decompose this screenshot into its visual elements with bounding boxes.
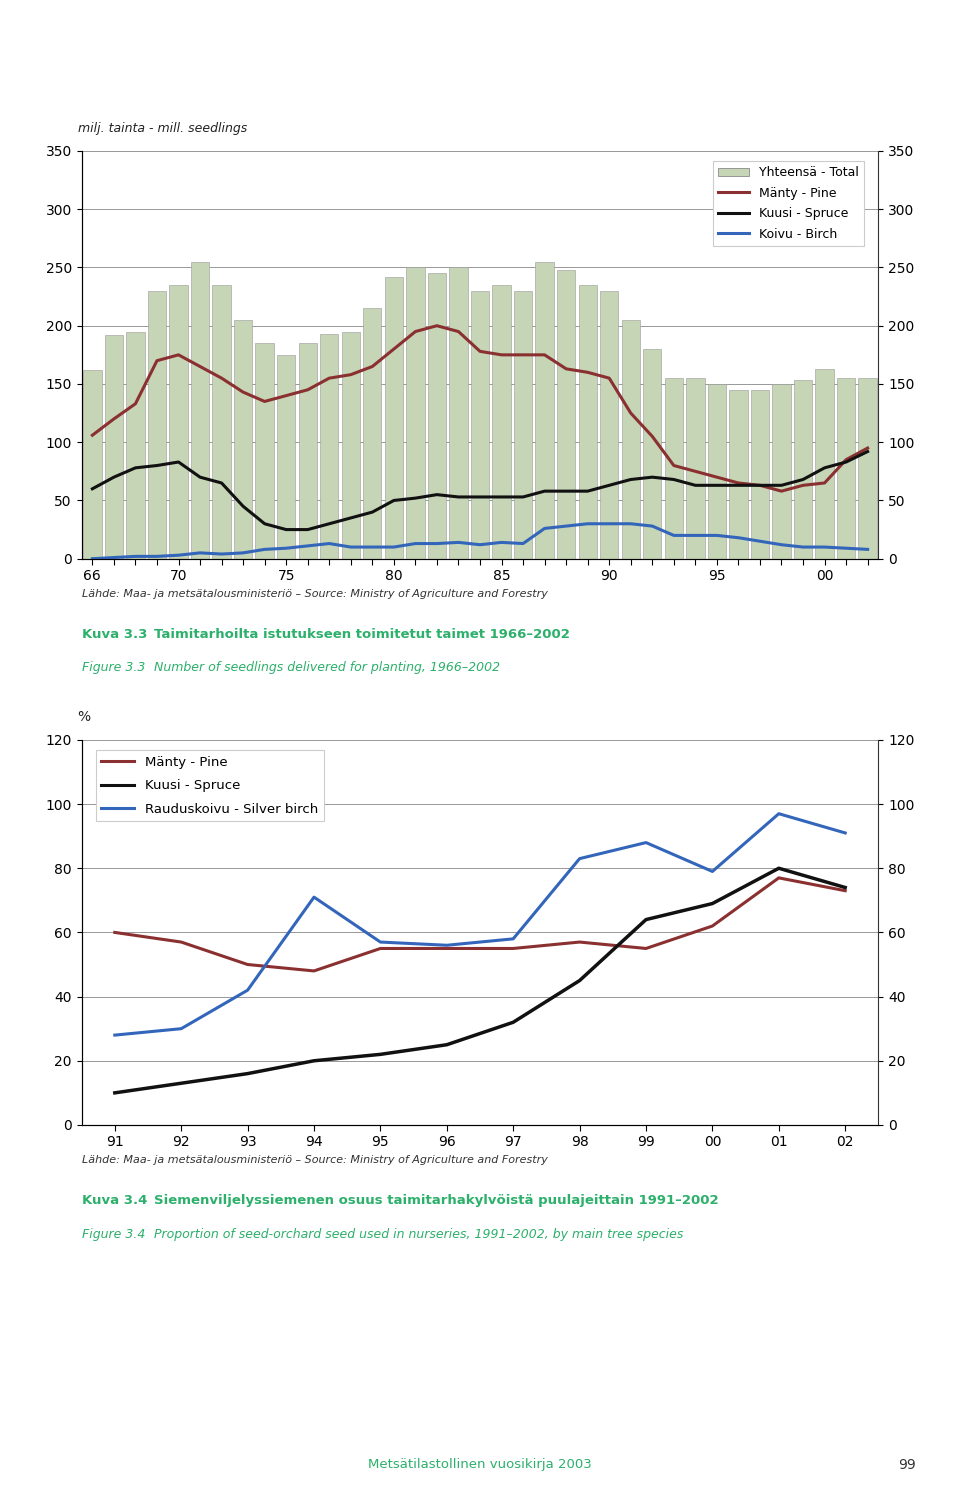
- Bar: [470, 291, 490, 559]
- Bar: [385, 276, 403, 559]
- Bar: [127, 332, 145, 559]
- Bar: [342, 332, 360, 559]
- Bar: [191, 261, 209, 559]
- Text: Lähde: Maa- ja metsätalousministeriö – Source: Ministry of Agriculture and Fores: Lähde: Maa- ja metsätalousministeriö – S…: [82, 1155, 547, 1166]
- Text: Kuva 3.3: Kuva 3.3: [82, 628, 147, 642]
- Bar: [492, 285, 511, 559]
- Legend: Mänty - Pine, Kuusi - Spruce, Rauduskoivu - Silver birch: Mänty - Pine, Kuusi - Spruce, Rauduskoiv…: [96, 750, 324, 821]
- Bar: [363, 308, 381, 559]
- Bar: [536, 261, 554, 559]
- Bar: [621, 320, 640, 559]
- Bar: [105, 335, 123, 559]
- Bar: [212, 285, 230, 559]
- Bar: [579, 285, 597, 559]
- Bar: [643, 349, 661, 559]
- Text: Proportion of seed-orchard seed used in nurseries, 1991–2002, by main tree speci: Proportion of seed-orchard seed used in …: [154, 1228, 683, 1241]
- Text: Kuva 3.4: Kuva 3.4: [82, 1194, 147, 1208]
- Text: Taimitarhoilta istutukseen toimitetut taimet 1966–2002: Taimitarhoilta istutukseen toimitetut ta…: [154, 628, 569, 642]
- Bar: [600, 291, 618, 559]
- Text: Figure 3.3: Figure 3.3: [82, 661, 145, 675]
- Bar: [557, 270, 575, 559]
- Bar: [320, 334, 339, 559]
- Bar: [277, 355, 296, 559]
- Text: %: %: [78, 711, 91, 725]
- Bar: [148, 291, 166, 559]
- Bar: [255, 343, 274, 559]
- Text: Siemenviljelyssiemenen osuus taimitarhakylvöistä puulajeittain 1991–2002: Siemenviljelyssiemenen osuus taimitarhak…: [154, 1194, 718, 1208]
- Bar: [794, 381, 812, 559]
- Bar: [234, 320, 252, 559]
- Bar: [664, 378, 683, 559]
- Bar: [514, 291, 532, 559]
- Bar: [686, 378, 705, 559]
- Bar: [406, 267, 424, 559]
- Text: 3 Metsien hoito: 3 Metsien hoito: [376, 21, 584, 44]
- Bar: [730, 390, 748, 559]
- Bar: [773, 384, 791, 559]
- Text: milj. tainta - mill. seedlings: milj. tainta - mill. seedlings: [78, 122, 247, 134]
- Bar: [449, 267, 468, 559]
- Text: Number of seedlings delivered for planting, 1966–2002: Number of seedlings delivered for planti…: [154, 661, 500, 675]
- Legend: Yhteensä - Total, Mänty - Pine, Kuusi - Spruce, Koivu - Birch: Yhteensä - Total, Mänty - Pine, Kuusi - …: [713, 162, 864, 246]
- Bar: [858, 378, 876, 559]
- Bar: [428, 273, 446, 559]
- Bar: [708, 384, 726, 559]
- Text: 99: 99: [899, 1457, 916, 1472]
- Bar: [299, 343, 317, 559]
- Bar: [837, 378, 855, 559]
- Bar: [751, 390, 769, 559]
- Bar: [815, 368, 833, 559]
- Text: Figure 3.4: Figure 3.4: [82, 1228, 145, 1241]
- Text: Lähde: Maa- ja metsätalousministeriö – Source: Ministry of Agriculture and Fores: Lähde: Maa- ja metsätalousministeriö – S…: [82, 589, 547, 599]
- Bar: [84, 370, 102, 559]
- Text: Metsätilastollinen vuosikirja 2003: Metsätilastollinen vuosikirja 2003: [368, 1459, 592, 1471]
- Bar: [169, 285, 187, 559]
